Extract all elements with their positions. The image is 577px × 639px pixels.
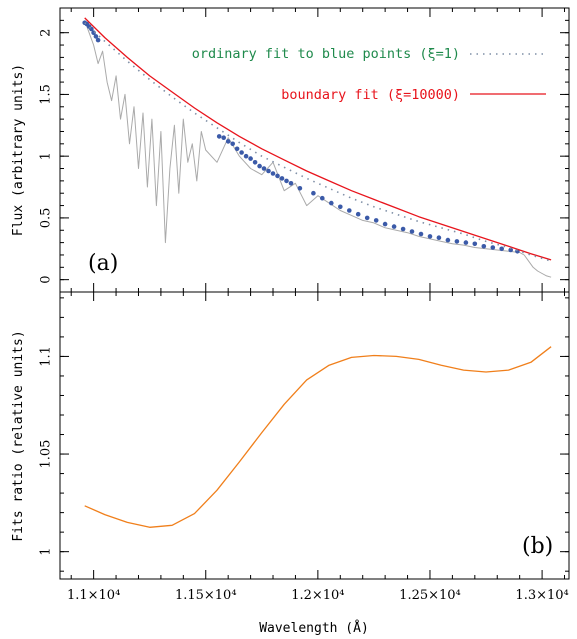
x-tick-label: 1.15×10⁴ <box>175 588 237 603</box>
blue-data-point <box>329 200 334 206</box>
y-tick-label: 0.5 <box>39 208 54 229</box>
boundary-fit-line <box>84 17 552 261</box>
x-tick-label: 1.3×10⁴ <box>515 588 568 603</box>
fits-ratio-line <box>84 346 552 528</box>
blue-data-point <box>221 135 226 140</box>
blue-data-point <box>490 245 496 250</box>
panel-a-ylabel: Flux (arbitrary units) <box>11 64 26 236</box>
blue-data-point <box>230 141 235 147</box>
blue-data-point <box>270 171 276 176</box>
blue-data-point <box>445 237 451 243</box>
plot-data-layer <box>82 17 552 528</box>
blue-data-point <box>93 34 99 39</box>
x-tick-label: 1.25×10⁴ <box>399 588 461 603</box>
blue-data-point <box>225 139 231 144</box>
blue-data-point <box>463 240 469 245</box>
y-tick-label: 1.1 <box>39 346 54 367</box>
blue-data-point <box>409 229 415 234</box>
blue-data-point <box>400 226 406 232</box>
legend-label-boundary-fit: boundary fit (ξ=10000) <box>281 87 460 103</box>
y-tick-label: 1.05 <box>39 440 54 469</box>
blue-data-point <box>454 239 460 244</box>
y-tick-label: 0 <box>39 276 54 284</box>
blue-data-point <box>297 186 303 191</box>
panel-b-ylabel: Fits ratio (relative units) <box>11 330 26 541</box>
x-tick-label: 1.1×10⁴ <box>67 588 120 603</box>
blue-data-point <box>347 208 352 213</box>
blue-data-point <box>95 37 101 43</box>
y-tick-label: 1.5 <box>39 84 54 105</box>
blue-data-point <box>481 244 487 249</box>
blue-data-point <box>234 146 240 152</box>
blue-data-point <box>391 224 397 229</box>
x-axis-title: Wavelength (Å) <box>259 620 369 636</box>
blue-data-point <box>418 231 424 237</box>
y-tick-label: 1 <box>39 152 54 160</box>
blue-data-point <box>243 153 249 159</box>
legend-label-ordinary-fit: ordinary fit to blue points (ξ=1) <box>192 46 460 62</box>
blue-data-point <box>355 211 361 217</box>
blue-data-point <box>239 150 244 155</box>
blue-data-point <box>499 246 505 252</box>
blue-data-point <box>288 181 294 186</box>
axis-ticks: 0 0.5 1 1.5 2 1 1.05 1.1 1.1×10⁴ 1.15×10⁴ 1.2×10⁴ 1… <box>39 8 569 603</box>
panel-b-frame <box>59 291 570 580</box>
blue-data-point <box>338 204 343 210</box>
blue-data-point <box>257 163 262 169</box>
blue-data-point <box>382 221 388 227</box>
blue-data-point <box>320 195 325 201</box>
y-tick-label: 2 <box>39 29 54 37</box>
plot-frames <box>59 7 570 580</box>
blue-data-point <box>436 235 442 240</box>
blue-data-point <box>364 215 370 221</box>
blue-data-point <box>261 166 267 171</box>
blue-data-point <box>472 241 478 247</box>
y-tick-label: 1 <box>39 548 54 556</box>
blue-data-point <box>216 134 222 139</box>
blue-data-point <box>266 168 271 174</box>
blue-data-point <box>252 160 258 165</box>
blue-data-point <box>279 176 285 181</box>
blue-data-point <box>508 247 513 253</box>
blue-data-point <box>311 190 316 196</box>
panel-b-label: (b) <box>522 534 553 559</box>
blue-data-point <box>284 178 289 184</box>
x-tick-label: 1.2×10⁴ <box>291 588 344 603</box>
spectrum-line <box>84 20 552 278</box>
legend: ordinary fit to blue points (ξ=1) bounda… <box>192 46 546 103</box>
blue-data-point <box>427 234 433 239</box>
panel-a-label: (a) <box>88 251 118 276</box>
blue-data-point <box>373 218 379 223</box>
blue-data-point <box>248 156 253 161</box>
blue-data-point <box>275 173 280 179</box>
